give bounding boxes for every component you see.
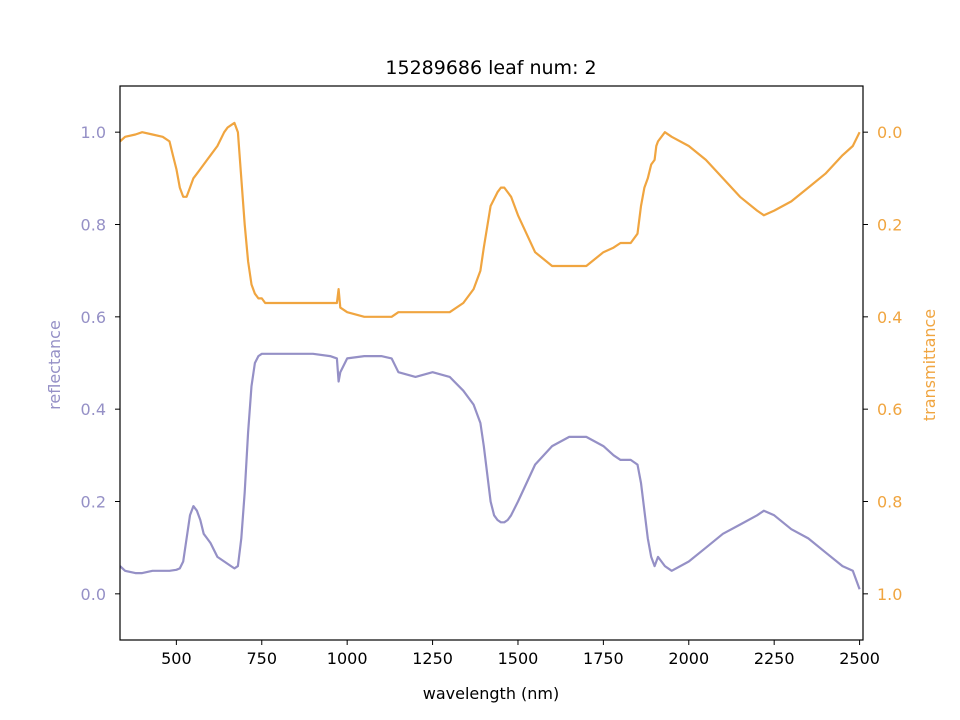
- x-tick-label: 750: [246, 649, 277, 668]
- plot-area: [120, 121, 861, 590]
- right-y-tick-label: 1.0: [877, 585, 902, 604]
- left-y-tick-label: 0.8: [81, 216, 106, 235]
- left-y-tick-label: 0.0: [81, 585, 106, 604]
- transmittance-series-line: [120, 121, 861, 318]
- left-y-tick-label: 0.4: [81, 400, 106, 419]
- right-y-tick-label: 0.2: [877, 216, 902, 235]
- x-tick-label: 1000: [327, 649, 368, 668]
- right-y-tick-label: 0.8: [877, 493, 902, 512]
- right-y-tick-label: 0.0: [877, 123, 902, 142]
- x-axis-label: wavelength (nm): [423, 684, 560, 703]
- right-y-tick-label: 0.6: [877, 400, 902, 419]
- left-y-axis: 0.0 0.2 0.4 0.6 0.8 1.0: [81, 123, 120, 604]
- plot-frame: [119, 85, 864, 641]
- chart-title: 15289686 leaf num: 2: [385, 57, 596, 79]
- x-tick-label: 500: [161, 649, 192, 668]
- x-tick-label: 1500: [498, 649, 539, 668]
- left-y-tick-label: 0.6: [81, 308, 106, 327]
- right-y-axis: 0.0 0.2 0.4 0.6 0.8 1.0: [863, 123, 902, 604]
- x-tick-label: 2250: [754, 649, 795, 668]
- left-y-tick-label: 0.2: [81, 493, 106, 512]
- x-tick-label: 1750: [583, 649, 624, 668]
- left-y-axis-label: reflectance: [45, 320, 64, 410]
- reflectance-series-line: [120, 352, 861, 590]
- series-layer: [120, 121, 861, 590]
- x-tick-label: 1250: [412, 649, 453, 668]
- x-tick-label: 2000: [668, 649, 709, 668]
- left-y-tick-label: 1.0: [81, 123, 106, 142]
- x-axis: 500 750 1000 1250 1500 1750 2000 2250 2500: [161, 640, 880, 668]
- x-tick-label: 2500: [839, 649, 880, 668]
- right-y-axis-label: transmittance: [920, 309, 939, 421]
- right-y-tick-label: 0.4: [877, 308, 902, 327]
